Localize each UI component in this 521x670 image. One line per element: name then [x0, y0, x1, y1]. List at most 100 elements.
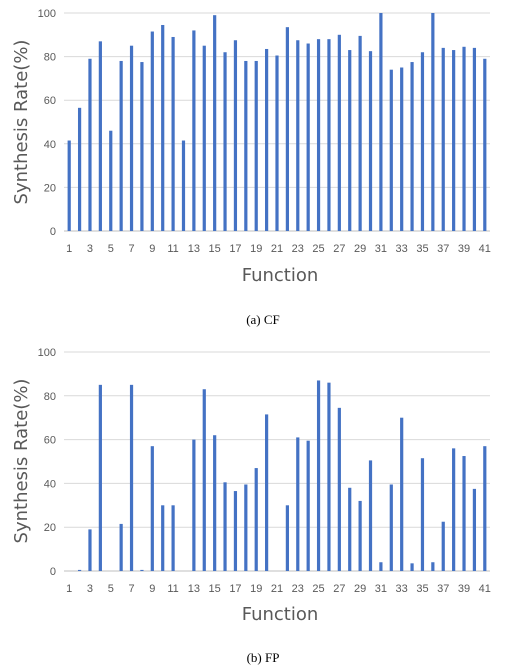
bar-function-29: [358, 35, 362, 231]
bar-function-11: [171, 36, 175, 232]
bar-function-35: [420, 52, 425, 231]
grid-lines: [64, 351, 490, 572]
caption-a: (a) CF: [246, 312, 280, 327]
bar-function-33: [400, 417, 404, 571]
bar-function-20: [265, 414, 269, 571]
x-tick-label: 9: [149, 243, 155, 255]
bar-function-8: [140, 569, 144, 571]
x-tick-labels: 1 3 5 7 9 11 13 15 17 19 21 23 25 27 29 31 33 35 37 39 41: [66, 583, 491, 595]
bar-function-26: [327, 39, 331, 231]
bar-function-31: [379, 562, 383, 571]
bar-function-31: [379, 13, 383, 231]
bar-function-18: [244, 60, 248, 232]
x-tick-label: 35: [416, 583, 428, 595]
bar-function-2: [77, 569, 82, 571]
x-tick-label: 5: [108, 243, 114, 255]
bar-function-16: [223, 482, 227, 571]
bar-function-17: [233, 491, 238, 571]
x-tick-label: 3: [87, 243, 93, 255]
bar-function-37: [441, 521, 445, 571]
bar-function-30: [368, 51, 373, 232]
bar-function-2: [77, 107, 82, 231]
bar-function-37: [441, 47, 445, 231]
x-tick-label: 17: [229, 583, 241, 595]
x-tick-label: 11: [167, 243, 178, 255]
bar-function-22: [285, 27, 289, 232]
x-tick-label: 23: [292, 583, 304, 595]
bar-function-16: [223, 52, 227, 231]
bar-function-36: [431, 562, 435, 571]
bar-function-22: [285, 505, 289, 571]
x-tick-label: 15: [209, 583, 221, 595]
x-axis-title: Function: [242, 604, 319, 625]
bar-function-28: [348, 50, 352, 232]
bar-function-34: [410, 563, 414, 571]
y-tick-label: 60: [44, 95, 56, 107]
bar-function-39: [462, 46, 466, 231]
x-tick-label: 39: [458, 243, 470, 255]
y-axis-title: Synthesis Rate(%): [11, 40, 32, 205]
y-tick-label: 0: [50, 226, 56, 238]
bar-function-17: [233, 40, 238, 231]
x-tick-label: 25: [312, 243, 324, 255]
bar-function-33: [400, 67, 404, 231]
x-tick-label: 19: [250, 243, 262, 255]
bar-function-3: [88, 529, 92, 571]
bar-function-13: [192, 30, 196, 231]
x-tick-label: 35: [416, 243, 428, 255]
x-tick-label: 39: [458, 583, 470, 595]
x-tick-label: 17: [229, 243, 241, 255]
bar-function-10: [161, 505, 165, 571]
bars: [67, 13, 487, 232]
bar-function-18: [244, 484, 248, 571]
bar-function-15: [213, 15, 217, 232]
bar-function-32: [389, 484, 393, 571]
bar-function-39: [462, 456, 466, 571]
x-tick-label: 1: [66, 243, 72, 255]
bar-function-14: [202, 45, 206, 232]
bar-function-28: [348, 487, 352, 571]
x-tick-label: 37: [437, 583, 449, 595]
bar-function-8: [140, 62, 144, 231]
x-tick-label: 29: [354, 583, 366, 595]
x-tick-label: 27: [333, 583, 345, 595]
y-tick-label: 40: [44, 478, 56, 490]
x-tick-label: 41: [479, 583, 491, 595]
bar-function-38: [452, 448, 456, 571]
x-tick-label: 7: [128, 243, 134, 255]
x-tick-label: 37: [437, 243, 449, 255]
x-tick-label: 13: [188, 243, 200, 255]
caption-b: (b) FP: [247, 650, 280, 665]
y-tick-label: 0: [50, 566, 56, 578]
y-tick-label: 80: [44, 52, 56, 64]
bar-function-24: [306, 440, 310, 571]
bar-function-4: [98, 384, 102, 571]
x-tick-label: 33: [396, 583, 408, 595]
bar-function-10: [161, 24, 165, 231]
bar-function-41: [483, 446, 487, 571]
bar-function-20: [265, 48, 269, 231]
bar-function-4: [98, 41, 102, 232]
bar-function-24: [306, 43, 310, 231]
x-tick-label: 27: [333, 243, 345, 255]
bar-function-9: [150, 31, 154, 232]
bar-function-35: [420, 458, 425, 571]
bar-function-27: [337, 34, 341, 231]
y-tick-label: 100: [38, 8, 56, 20]
x-tick-label: 21: [271, 583, 283, 595]
x-tick-label: 11: [167, 583, 178, 595]
x-tick-labels: 1 3 5 7 9 11 13 15 17 19 21 23 25 27 29 31 33 35 37 39 41: [66, 243, 491, 255]
y-tick-label: 20: [44, 522, 56, 534]
bars: [77, 380, 487, 571]
y-axis-title: Synthesis Rate(%): [11, 379, 32, 544]
x-tick-label: 1: [66, 583, 72, 595]
bar-function-11: [171, 505, 175, 571]
bar-function-21: [275, 55, 279, 232]
x-tick-label: 29: [354, 243, 366, 255]
bar-function-41: [483, 58, 487, 231]
y-tick-label: 80: [44, 391, 56, 403]
bar-function-27: [337, 407, 341, 571]
x-tick-label: 31: [375, 583, 387, 595]
